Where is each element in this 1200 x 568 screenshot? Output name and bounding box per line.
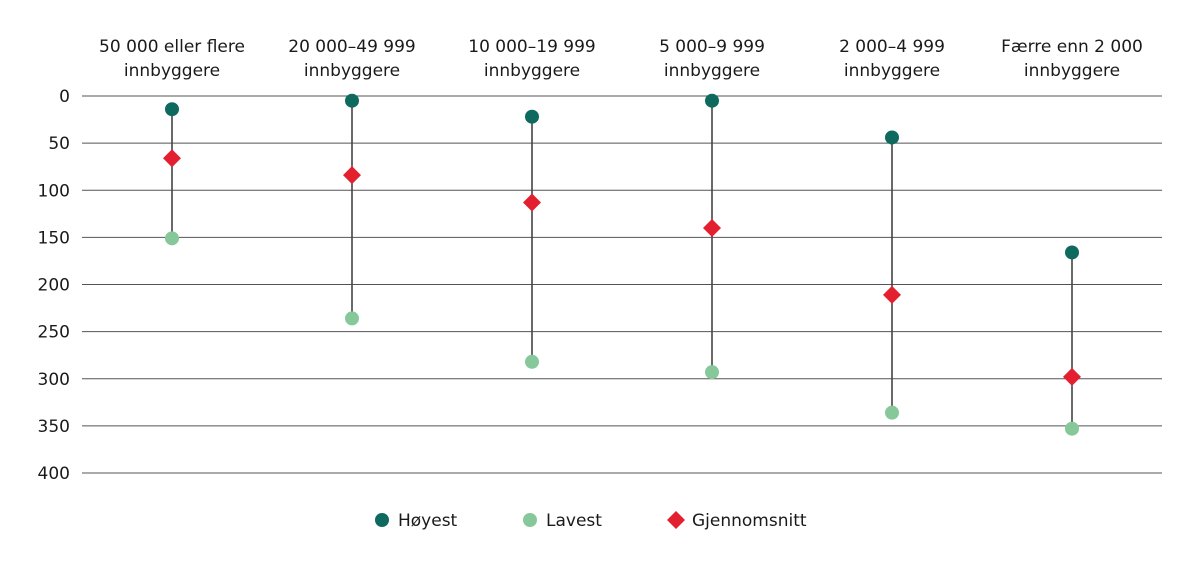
legend-label: Høyest [398, 511, 458, 531]
point-lavest [165, 231, 179, 246]
point-lavest [1065, 421, 1079, 436]
gridlines [82, 95, 1162, 474]
legend-marker-lavest [523, 513, 537, 527]
point-h-yest [885, 130, 899, 145]
category-label-line: 2 000–4 999 [839, 37, 945, 57]
legend-label: Lavest [546, 511, 602, 531]
point-h-yest [525, 109, 539, 124]
y-tick-label: 50 [48, 134, 70, 154]
legend-marker-gjennomsnitt [667, 511, 685, 529]
category-label-line: Færre enn 2 000 [1001, 37, 1143, 57]
point-lavest [705, 365, 719, 380]
category-label-line: innbyggere [844, 61, 940, 81]
category-label: 2 000–4 999 innbyggere [839, 37, 945, 81]
category-label-line: 20 000–49 999 [288, 37, 415, 57]
point-gjennomsnitt [163, 149, 181, 168]
y-tick-label: 100 [38, 181, 70, 201]
point-lavest [885, 405, 899, 420]
y-tick-label: 150 [38, 228, 70, 248]
point-h-yest [345, 93, 359, 108]
category-label-line: innbyggere [484, 61, 580, 81]
category-label: 20 000–49 999 innbyggere [288, 37, 415, 81]
category-label: 5 000–9 999 innbyggere [659, 37, 765, 81]
y-tick-label: 350 [38, 417, 70, 437]
legend-item-gjennomsnitt: Gjennomsnitt [667, 511, 807, 531]
point-gjennomsnitt [703, 218, 721, 237]
y-tick-label: 400 [38, 464, 70, 484]
legend-item-h-yest: Høyest [375, 511, 458, 531]
category-label: 50 000 eller flere innbyggere [99, 37, 245, 81]
point-gjennomsnitt [343, 166, 361, 185]
category-label-line: innbyggere [1024, 61, 1120, 81]
category-label-line: 50 000 eller flere [99, 37, 245, 57]
category-label: 10 000–19 999 innbyggere [468, 37, 595, 81]
legend-marker-h-yest [375, 513, 389, 527]
y-tick-label: 250 [38, 323, 70, 343]
category-label-line: 5 000–9 999 [659, 37, 765, 57]
point-gjennomsnitt [883, 285, 901, 304]
category-label-line: innbyggere [124, 61, 220, 81]
point-h-yest [705, 93, 719, 108]
category-label-line: 10 000–19 999 [468, 37, 595, 57]
data-points [163, 93, 1081, 436]
point-lavest [525, 354, 539, 369]
category-label-line: innbyggere [304, 61, 400, 81]
point-h-yest [1065, 245, 1079, 260]
category-label-line: innbyggere [664, 61, 760, 81]
y-axis-ticks: 0 50 100 150 200 250 300 350 400 [38, 87, 70, 484]
point-lavest [345, 311, 359, 326]
legend-label: Gjennomsnitt [692, 511, 807, 531]
legend-item-lavest: Lavest [523, 511, 602, 531]
point-gjennomsnitt [1063, 367, 1081, 386]
point-gjennomsnitt [523, 193, 541, 212]
legend: Høyest Lavest Gjennomsnitt [375, 511, 807, 531]
point-h-yest [165, 102, 179, 117]
category-label: Færre enn 2 000 innbyggere [1001, 37, 1143, 81]
y-tick-label: 0 [59, 87, 70, 107]
y-tick-label: 200 [38, 276, 70, 296]
range-lines [171, 100, 1073, 429]
y-tick-label: 300 [38, 370, 70, 390]
